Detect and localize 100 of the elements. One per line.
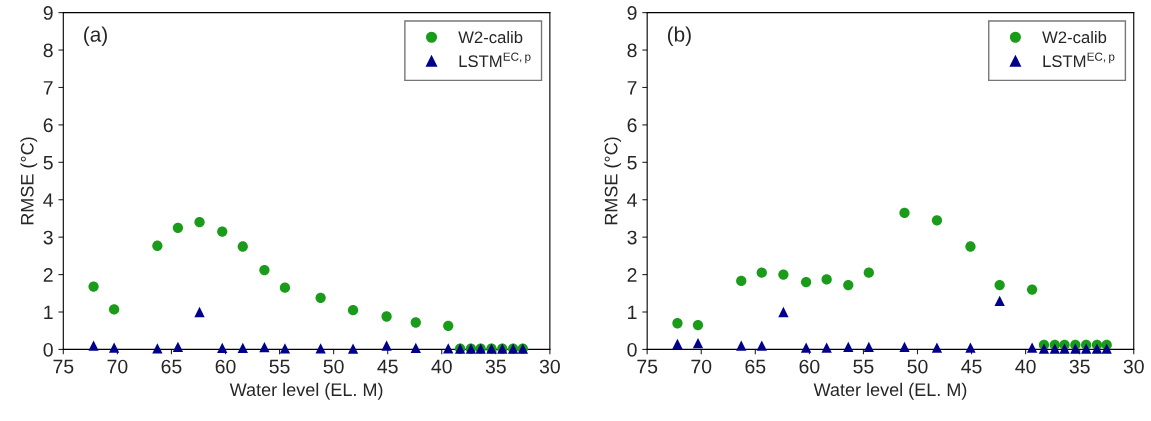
x-tick-label: 75: [53, 359, 74, 374]
point: [736, 275, 747, 287]
point: [88, 340, 99, 351]
y-tick-label: 6: [627, 118, 637, 133]
x-tick-label: 30: [1123, 359, 1144, 374]
x-tick-label: 70: [107, 359, 128, 374]
point: [237, 241, 248, 252]
y-tick-label: 8: [43, 43, 53, 58]
point: [1049, 343, 1060, 354]
point: [381, 311, 392, 322]
x-tick-label: 70: [691, 359, 712, 374]
point: [217, 342, 228, 354]
x-axis-title: Water level (EL. M): [813, 382, 967, 400]
point: [347, 304, 359, 316]
point: [172, 222, 184, 233]
y-tick-label: 3: [43, 230, 53, 245]
point: [843, 341, 854, 352]
point: [994, 295, 1005, 306]
point: [800, 342, 812, 353]
point: [279, 282, 291, 293]
point: [259, 264, 270, 276]
x-tick-label: 75: [637, 359, 658, 374]
point: [736, 340, 747, 351]
x-tick-label: 65: [745, 359, 766, 374]
x-tick-label: 60: [215, 359, 236, 374]
point: [259, 342, 270, 353]
point: [172, 341, 184, 352]
y-tick-label: 5: [627, 155, 637, 170]
point: [410, 342, 421, 354]
y-tick-label: 1: [44, 305, 53, 320]
y-tick-label: 7: [43, 81, 53, 95]
x-tick-label: 55: [853, 359, 874, 374]
legend-label: LSTM$^{EC,p}$: [459, 52, 531, 68]
point: [821, 342, 832, 353]
point: [672, 338, 683, 349]
x-tick-label: 55: [269, 359, 290, 374]
x-axis-title: Water level (EL. M): [229, 382, 383, 400]
point: [108, 342, 120, 353]
point: [778, 269, 789, 280]
x-tick-label: 35: [1069, 359, 1090, 374]
legend-label: W2-calib: [458, 30, 523, 44]
point: [1026, 284, 1038, 295]
point: [88, 281, 99, 292]
y-tick-label: 7: [627, 81, 637, 95]
point: [279, 343, 291, 354]
point: [863, 341, 874, 352]
point: [381, 340, 392, 351]
point: [756, 340, 767, 351]
point: [108, 304, 120, 315]
y-tick-label: 6: [43, 118, 53, 133]
point: [1081, 343, 1092, 354]
point: [410, 317, 421, 328]
y-tick-label: 9: [43, 6, 53, 20]
x-tick-label: 50: [323, 359, 344, 374]
x-tick-label: 30: [539, 359, 560, 374]
y-tick-label: 5: [43, 155, 53, 170]
point: [1026, 342, 1038, 353]
point: [899, 207, 910, 218]
legend-label: LSTM$^{EC,p}$: [1043, 52, 1115, 68]
point: [1059, 343, 1070, 354]
point: [347, 343, 359, 354]
y-tick-label: 1: [628, 305, 637, 320]
point: [152, 343, 163, 354]
y-tick-label: 0: [43, 342, 53, 357]
x-tick-label: 45: [961, 359, 982, 374]
y-tick-label: 3: [627, 230, 637, 245]
y-tick-label: 8: [627, 43, 637, 58]
annotation: (a): [84, 26, 107, 46]
point: [237, 342, 248, 354]
x-tick-label: 50: [907, 359, 928, 374]
x-tick-label: 40: [431, 359, 452, 374]
y-axis-title: RMSE (°C): [604, 137, 622, 225]
point: [821, 274, 832, 285]
point: [931, 215, 943, 226]
point: [1070, 343, 1081, 354]
x-tick-label: 35: [485, 359, 506, 374]
point: [1091, 343, 1103, 354]
legend-label: W2-calib: [1042, 30, 1107, 44]
x-tick-label: 65: [161, 359, 182, 374]
y-tick-label: 0: [627, 342, 637, 357]
point: [315, 343, 326, 354]
y-tick-label: 2: [43, 268, 53, 282]
y-tick-label: 4: [43, 193, 54, 207]
point: [1038, 343, 1050, 354]
point: [152, 240, 163, 251]
point: [965, 342, 976, 353]
point: [994, 279, 1005, 291]
point: [217, 226, 228, 237]
point: [672, 318, 683, 329]
annotation: (b): [667, 26, 691, 46]
y-tick-label: 2: [627, 268, 637, 282]
point: [843, 279, 854, 291]
point: [692, 319, 704, 331]
point: [778, 306, 789, 318]
point: [863, 267, 874, 278]
point: [1101, 343, 1112, 354]
point: [194, 306, 205, 318]
point: [443, 320, 454, 331]
x-tick-label: 45: [377, 359, 398, 374]
x-tick-label: 40: [1015, 359, 1036, 374]
